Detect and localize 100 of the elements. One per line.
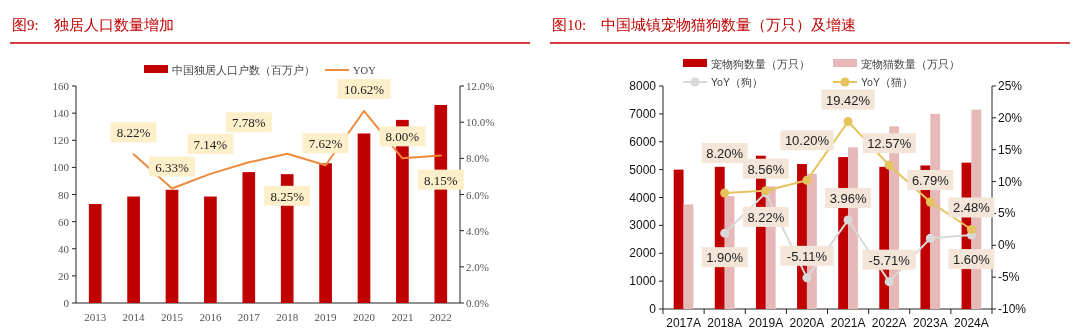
bar — [165, 189, 179, 303]
bar — [242, 172, 256, 303]
point — [843, 117, 853, 127]
y-tick-label: 100 — [52, 161, 70, 174]
data-label: 7.62% — [308, 136, 343, 152]
y-tick-label: 7000 — [629, 106, 657, 121]
data-label: 7.78% — [232, 115, 266, 131]
data-label: 7.14% — [193, 136, 228, 152]
x-tick-label: 2021 — [391, 311, 414, 323]
data-label: 8.20% — [706, 146, 744, 162]
y2-tick-label: 25% — [998, 79, 1023, 93]
y2-tick-label: 20% — [998, 110, 1023, 125]
point — [802, 175, 812, 185]
x-tick-label: 2014 — [122, 311, 146, 323]
x-tick-label: 2017A — [666, 316, 701, 330]
y-tick-label: 140 — [52, 107, 70, 120]
x-tick-label: 2019A — [748, 316, 784, 330]
x-tick-label: 2022A — [871, 316, 907, 330]
y2-tick-label: 2.0% — [466, 260, 489, 273]
data-label: 2.48% — [953, 200, 991, 216]
x-tick-label: 2017 — [237, 311, 261, 323]
y-tick-label: 40 — [58, 242, 70, 255]
y-tick-label: 160 — [52, 80, 70, 92]
x-tick-label: 2016 — [199, 311, 222, 323]
y2-tick-label: 0% — [998, 238, 1016, 253]
bar — [319, 163, 332, 303]
data-label: 10.62% — [343, 81, 385, 97]
data-label: 8.00% — [385, 129, 420, 145]
data-label: 10.20% — [784, 133, 830, 149]
x-tick-label: 2018A — [707, 316, 743, 330]
data-label: 8.22% — [747, 209, 785, 225]
y2-tick-label: 15% — [998, 142, 1023, 157]
legend-label: YoY（狗） — [711, 76, 763, 88]
data-label: 8.25% — [270, 188, 305, 204]
point — [843, 215, 853, 225]
legend-label: 中国独居人口户数（百万户） — [172, 64, 315, 76]
y-tick-label: 80 — [58, 188, 70, 201]
y2-tick-label: 12.0% — [466, 80, 495, 92]
x-tick-label: 2021A — [830, 316, 866, 330]
y-tick-label: 20 — [58, 269, 70, 282]
data-label: 12.57% — [867, 136, 912, 152]
y-tick-label: 4000 — [629, 190, 657, 205]
y2-tick-label: 6.0% — [466, 188, 489, 201]
point — [884, 277, 894, 287]
y-tick-label: 8000 — [629, 79, 657, 93]
legend-label: 宠物猫数量（万只） — [861, 58, 960, 70]
point — [802, 273, 812, 283]
x-tick-label: 2013 — [84, 311, 107, 323]
data-label: 8.56% — [747, 161, 785, 177]
y-tick-label: 5000 — [629, 162, 657, 177]
y-tick-label: 0 — [63, 297, 70, 309]
data-label: 1.90% — [706, 250, 744, 266]
bar — [127, 196, 140, 303]
x-tick-label: 2020A — [789, 316, 825, 330]
point — [925, 197, 935, 207]
data-label: 19.42% — [826, 92, 871, 108]
y2-tick-label: 10.0% — [466, 116, 495, 129]
y2-tick-label: 5% — [998, 206, 1016, 221]
y-tick-label: 120 — [52, 134, 70, 147]
data-label: 3.96% — [829, 191, 867, 207]
legend-label: YOY — [353, 65, 377, 76]
bar — [357, 133, 371, 303]
point — [966, 224, 976, 234]
data-label: 8.22% — [116, 125, 151, 141]
x-tick-label: 2018 — [276, 311, 299, 323]
data-label: -5.71% — [868, 252, 911, 268]
y-tick-label: 60 — [58, 215, 70, 228]
legend-label: YoY（猫） — [861, 76, 913, 88]
bar — [673, 169, 684, 309]
y2-tick-label: -10% — [998, 302, 1027, 316]
y-tick-label: 0 — [649, 302, 657, 316]
y2-tick-label: 10% — [998, 174, 1023, 189]
x-tick-label: 2024A — [954, 316, 989, 330]
y2-tick-label: 0.0% — [466, 297, 489, 309]
bar — [204, 196, 217, 303]
x-tick-label: 2022 — [429, 311, 452, 323]
y-tick-label: 1000 — [629, 274, 657, 289]
point — [925, 233, 935, 243]
y2-tick-label: -5% — [998, 270, 1020, 285]
data-label: 6.79% — [911, 173, 950, 189]
bar — [683, 204, 694, 309]
x-tick-label: 2015 — [161, 311, 184, 323]
data-label: 6.33% — [155, 159, 189, 175]
point — [720, 188, 730, 198]
y-tick-label: 6000 — [629, 134, 657, 149]
y2-tick-label: 4.0% — [466, 224, 489, 237]
x-tick-label: 2019 — [314, 311, 338, 323]
x-tick-label: 2020 — [353, 311, 376, 323]
x-tick-label: 2023A — [912, 316, 948, 330]
data-label: 1.60% — [953, 252, 991, 268]
data-label: 8.15% — [424, 172, 458, 188]
y-tick-label: 2000 — [629, 246, 657, 261]
legend-label: 宠物狗数量（万只） — [711, 58, 810, 70]
point — [720, 228, 730, 238]
y2-tick-label: 8.0% — [466, 152, 489, 165]
chart-title: 图9: 独居人口数量增加 — [12, 17, 174, 33]
point — [884, 160, 894, 170]
bar — [88, 203, 102, 303]
y-tick-label: 3000 — [629, 218, 657, 233]
data-label: -5.11% — [786, 248, 828, 264]
